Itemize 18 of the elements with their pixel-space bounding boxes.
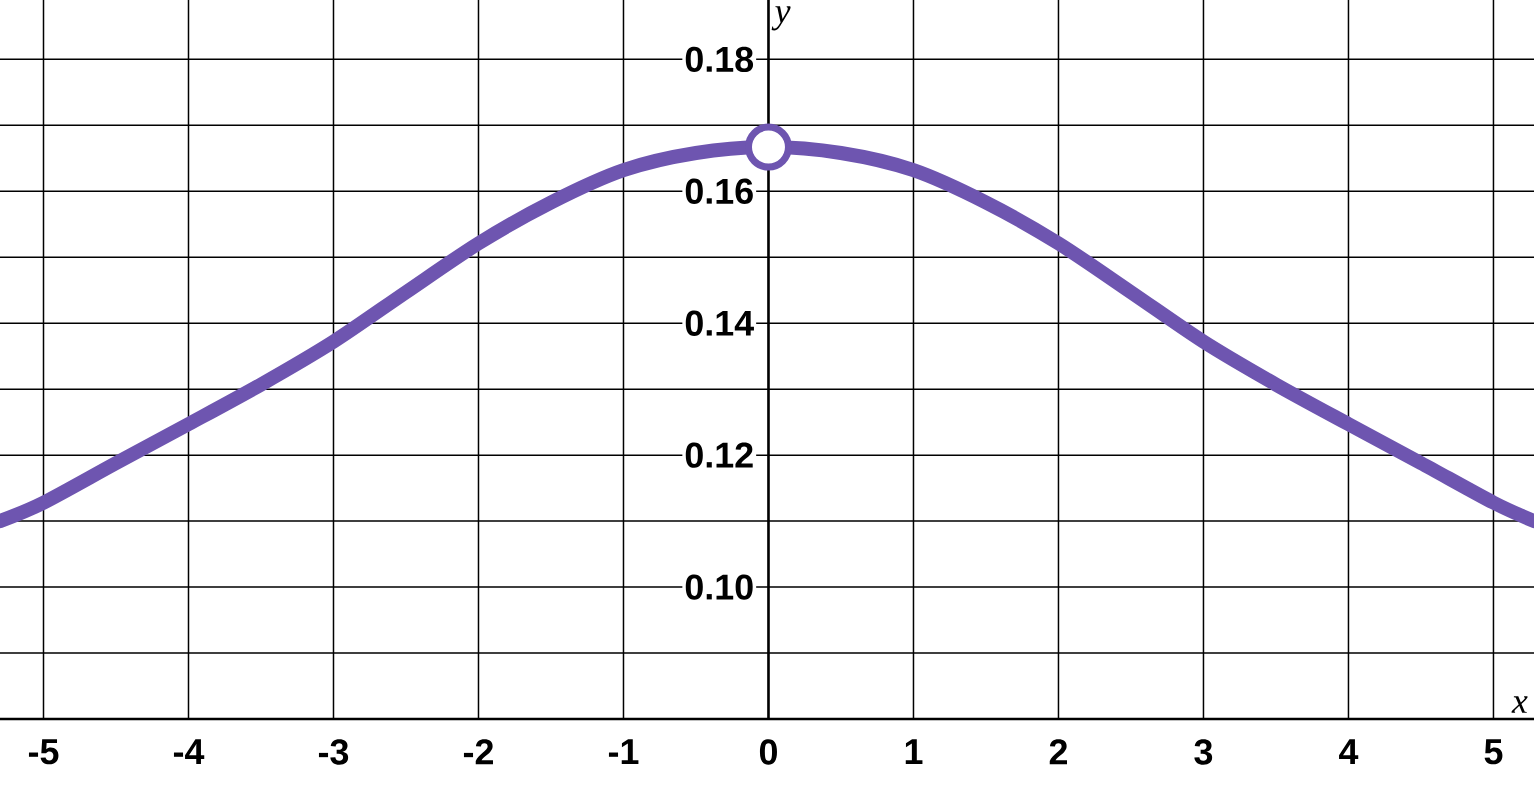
- y-tick-label: 0.18: [685, 46, 754, 73]
- x-tick-label: 3: [1194, 739, 1213, 765]
- x-tick-label: -2: [463, 739, 493, 765]
- x-tick-label: -5: [28, 739, 59, 765]
- y-tick-label: 0.14: [685, 310, 754, 336]
- x-tick-label: 5: [1484, 739, 1503, 765]
- y-tick-label: 0.16: [685, 178, 753, 204]
- x-tick-label: -1: [608, 739, 639, 764]
- y-axis-title: y: [771, 6, 791, 31]
- x-tick-label: -4: [173, 739, 205, 764]
- x-axis-title: x: [1511, 696, 1528, 713]
- x-tick-label: 2: [1049, 739, 1067, 765]
- x-tick-label: -3: [318, 739, 349, 765]
- y-tick-label: 0.10: [685, 574, 753, 600]
- x-tick-label: 0: [759, 739, 777, 765]
- y-tick-label: 0.12: [685, 442, 753, 468]
- x-tick-label: 1: [905, 739, 923, 764]
- x-tick-label: 4: [1339, 739, 1359, 764]
